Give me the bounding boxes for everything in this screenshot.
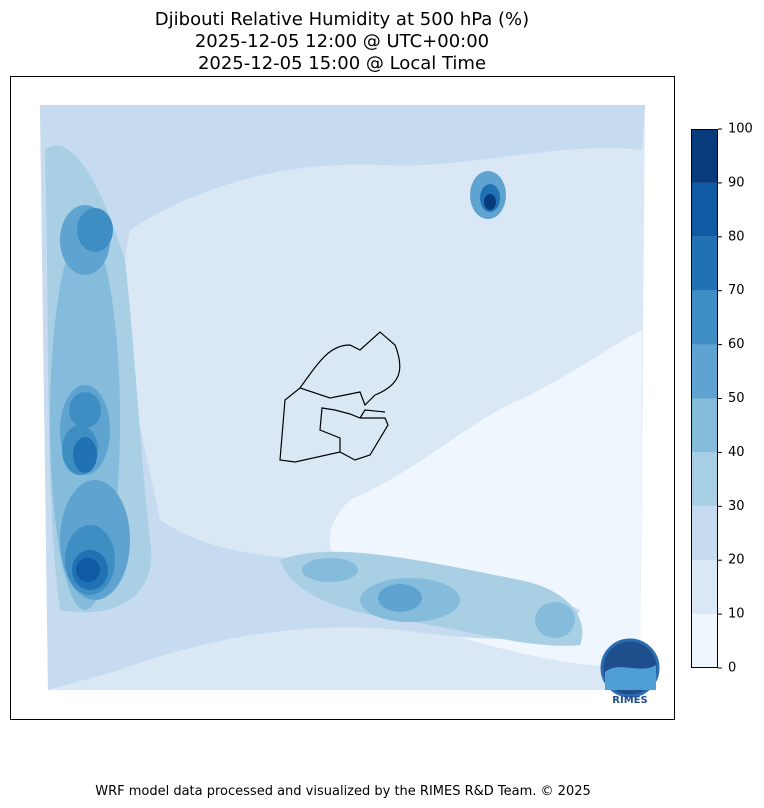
humidity-contour bbox=[378, 584, 422, 612]
colorbar-tick-label: 100 bbox=[728, 122, 753, 137]
colorbar-tick-label: 0 bbox=[728, 661, 736, 676]
colorbar: 0 10 20 30 40 50 60 70 80 90 100 bbox=[691, 122, 753, 676]
humidity-contour bbox=[69, 392, 101, 428]
colorbar-swatch bbox=[691, 560, 718, 615]
colorbar-frame bbox=[691, 129, 718, 668]
humidity-contour bbox=[77, 208, 113, 252]
humidity-field bbox=[40, 105, 645, 690]
colorbar-swatch bbox=[691, 398, 718, 453]
humidity-contour bbox=[76, 558, 100, 582]
djibouti-border bbox=[279, 331, 401, 463]
humidity-contour bbox=[40, 105, 645, 690]
colorbar-swatch bbox=[691, 506, 718, 561]
footer: WRF model data processed and visualized … bbox=[95, 784, 591, 799]
colorbar-swatch bbox=[691, 290, 718, 345]
colorbar-tick-label: 40 bbox=[728, 445, 745, 460]
colorbar-tick-label: 70 bbox=[728, 283, 745, 298]
humidity-contour bbox=[73, 437, 97, 473]
humidity-contour bbox=[535, 602, 575, 638]
logo-text: RIMES bbox=[612, 695, 647, 706]
colorbar-swatch bbox=[691, 452, 718, 507]
colorbar-tick-label: 60 bbox=[728, 337, 745, 352]
colorbar-tick-label: 20 bbox=[728, 553, 745, 568]
title-line: 2025-12-05 12:00 @ UTC+00:00 bbox=[195, 31, 489, 52]
rimes-logo: RIMES bbox=[600, 638, 660, 706]
colorbar-tick-label: 80 bbox=[728, 229, 745, 244]
colorbar-swatch bbox=[691, 236, 718, 291]
title-line: Djibouti Relative Humidity at 500 hPa (%… bbox=[155, 9, 529, 30]
humidity-contour bbox=[302, 558, 358, 582]
colorbar-tick-label: 90 bbox=[728, 175, 745, 190]
colorbar-tick-label: 30 bbox=[728, 499, 745, 514]
colorbar-swatch bbox=[691, 614, 718, 668]
colorbar-tick-label: 50 bbox=[728, 391, 745, 406]
humidity-contour bbox=[484, 194, 496, 210]
title-line: 2025-12-05 15:00 @ Local Time bbox=[198, 53, 486, 74]
colorbar-swatch bbox=[691, 129, 718, 183]
colorbar-swatch bbox=[691, 182, 718, 237]
colorbar-swatch bbox=[691, 344, 718, 399]
colorbar-tick-label: 10 bbox=[728, 607, 745, 622]
